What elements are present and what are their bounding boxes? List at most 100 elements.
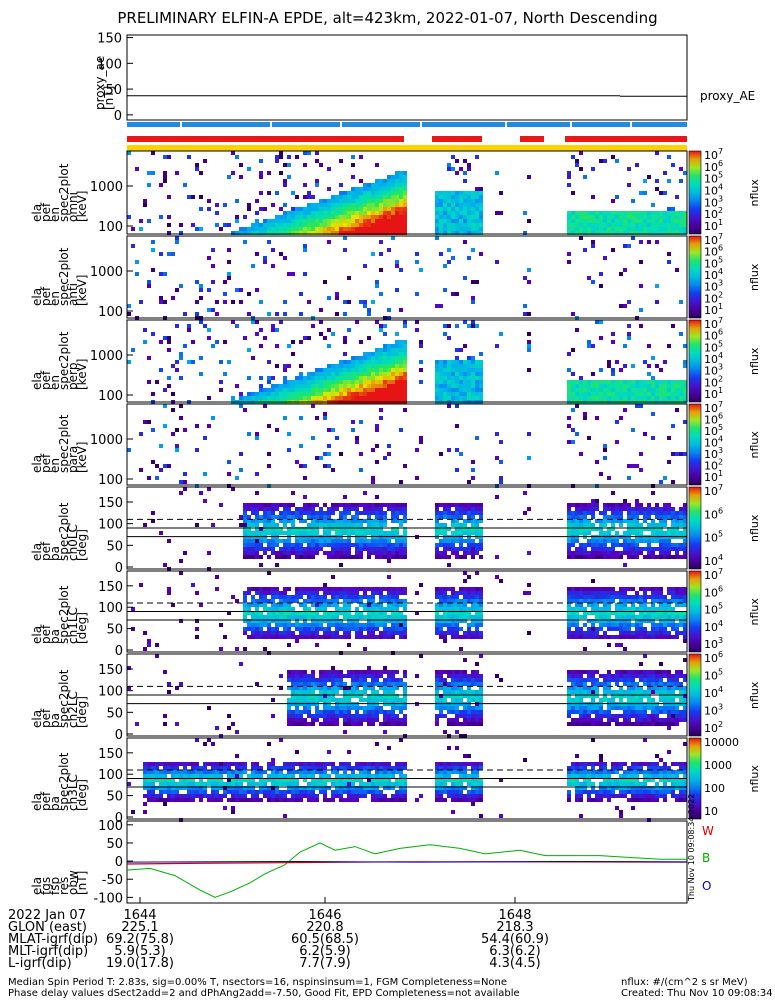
pitch-panel-0-ytick-1: 100: [98, 518, 123, 533]
pitch-panel-1-ytick-2: 50: [106, 623, 123, 638]
spec-panel-2-cb-tick-4: 103: [704, 363, 723, 378]
pitch-panel-1-cb-label: nflux: [748, 598, 761, 626]
spec-panel-0-cells: [127, 151, 687, 235]
svg-text:pef: pef: [39, 202, 53, 222]
footer-line-2: Phase delay values dSect2add=2 and dPhAn…: [8, 988, 520, 999]
spec-panel-0-frame: [126, 150, 688, 235]
spec-panel-1-cb-tick-4: 103: [704, 279, 723, 294]
status-bar-red-0: [127, 136, 404, 142]
svg-text:spec2plot: spec2plot: [57, 414, 71, 473]
pitch-panel-2-cells: [127, 654, 687, 738]
svg-text:[keV]: [keV]: [75, 191, 89, 222]
svg-text:ch1LC: ch1LC: [66, 607, 80, 644]
footer-units: nflux: #/(cm^2 s sr MeV): [621, 977, 748, 988]
spec-panel-2-cb-tick-2: 105: [704, 339, 723, 354]
status-bar-blue-gap-2: [340, 122, 342, 127]
orbit-row-1-value-0: 225.1: [121, 920, 158, 935]
svg-text:spec2plot: spec2plot: [57, 247, 71, 306]
spec-panel-0-cb-tick-4: 103: [704, 194, 723, 209]
status-bar-yellow: [127, 145, 687, 151]
pitch-panel-0-cb-tick-2: 105: [704, 530, 723, 545]
pitch-panel-3-ytick-0: 150: [98, 747, 123, 762]
footer-created: Created: Thu Nov 10 09:08:34 2022: [621, 988, 773, 999]
pitch-panel-3-cells: [127, 738, 687, 822]
proxy-ae-series-label: proxy_AE: [700, 89, 755, 103]
pitch-panel-1-ytick-3: 0: [115, 644, 123, 659]
pitch-panel-2-cb-tick-3: 103: [704, 703, 723, 718]
spec-panel-2-cb-tick-0: 107: [704, 316, 723, 331]
pitch-panel-2-cb-tick-0: 106: [704, 650, 723, 665]
svg-text:[keV]: [keV]: [75, 275, 89, 306]
spec-panel-0-cb-tick-6: 101: [704, 218, 723, 233]
spec-panel-2-colorbar: [688, 319, 702, 403]
svg-text:spec2plot: spec2plot: [57, 585, 71, 644]
spec-panel-3-cb-tick-4: 103: [704, 446, 723, 461]
field-ytick-2: 0: [115, 855, 123, 870]
svg-text:spec2plot: spec2plot: [57, 502, 71, 561]
pitch-panel-0-cb-tick-1: 106: [704, 506, 723, 521]
svg-text:[deg]: [deg]: [75, 529, 89, 561]
pitch-panel-3-cb-tick-2: 100: [704, 782, 725, 795]
spec-panel-3-cb-tick-3: 104: [704, 435, 723, 450]
spec-panel-1-ytick-0: 1000: [90, 265, 123, 280]
pitch-panel-0-ytick-2: 50: [106, 539, 123, 554]
orbit-row-1-value-2: 218.3: [496, 920, 533, 935]
status-bar-blue-gap-4: [505, 122, 507, 127]
svg-text:proxy_ae: proxy_ae: [93, 56, 107, 110]
pitch-panel-1-colorbar: [688, 570, 702, 653]
field-stamp: Thu Nov 10 09:08:34 2022: [687, 794, 696, 902]
field-legend-W: W: [702, 824, 714, 838]
orbit-row-1-value-1: 220.8: [306, 920, 343, 935]
svg-text:spec2plot: spec2plot: [57, 331, 71, 390]
pitch-panel-1-cb-tick-1: 106: [704, 584, 723, 599]
status-bar-blue-gap-5: [570, 122, 572, 127]
spec-panel-1-cells: [127, 236, 683, 320]
spec-panel-3-frame: [126, 403, 688, 486]
pitch-panel-1-cb-tick-2: 105: [704, 602, 723, 617]
svg-text:en: en: [48, 291, 62, 306]
pitch-panel-0-cb-tick-0: 107: [704, 483, 723, 498]
pitch-panel-1-cb-tick-3: 104: [704, 619, 723, 634]
svg-text:en: en: [48, 375, 62, 390]
svg-text:ela: ela: [30, 626, 44, 644]
pitch-panel-3-cb-tick-3: 10: [704, 805, 718, 818]
status-bar-blue-gap-3: [420, 122, 422, 127]
spec-panel-2-ytick-0: 1000: [90, 349, 123, 364]
status-bar-red-1: [432, 136, 482, 142]
spec-panel-1-cb-tick-6: 101: [704, 302, 723, 317]
svg-text:ela: ela: [30, 455, 44, 473]
pitch-panel-2-ytick-3: 0: [115, 728, 123, 743]
spec-panel-1-cb-label: nflux: [748, 263, 761, 291]
field-trace-o: [126, 860, 688, 863]
svg-text:ela: ela: [30, 543, 44, 561]
spec-panel-2-frame: [126, 319, 688, 403]
status-bar-blue-gap-0: [180, 122, 182, 127]
svg-text:ch0LC: ch0LC: [66, 524, 80, 561]
pitch-panel-1-cells: [131, 571, 687, 655]
svg-text:pef: pef: [39, 453, 53, 473]
svg-text:ela: ela: [30, 204, 44, 222]
orbit-row-4-value-1: 7.7(7.9): [299, 956, 351, 971]
plot-title: PRELIMINARY ELFIN-A EPDE, alt=423km, 202…: [117, 9, 658, 27]
svg-text:en: en: [48, 458, 62, 473]
spec-panel-1-cb-tick-0: 107: [704, 232, 723, 247]
svg-text:[keV]: [keV]: [75, 359, 89, 390]
svg-text:[keV]: [keV]: [75, 442, 89, 473]
spec-panel-2-cells: [127, 320, 687, 404]
spec-panel-1-frame: [126, 235, 688, 319]
pitch-panel-0-cells: [143, 487, 687, 571]
orbit-row-4-value-0: 19.0(17.8): [106, 956, 174, 971]
spec-panel-1-cb-tick-1: 106: [704, 244, 723, 259]
proxy-ae-ytick-0: 150: [97, 32, 122, 47]
spec-panel-3-ytick-1: 100: [98, 473, 123, 488]
orbit-row-0-value-0: 1644: [123, 908, 156, 923]
pitch-panel-1-ytick-0: 150: [98, 580, 123, 595]
status-bar-blue-gap-6: [630, 122, 632, 127]
spec-panel-2-ytick-1: 100: [98, 389, 123, 404]
svg-text:anti: anti: [66, 283, 80, 306]
